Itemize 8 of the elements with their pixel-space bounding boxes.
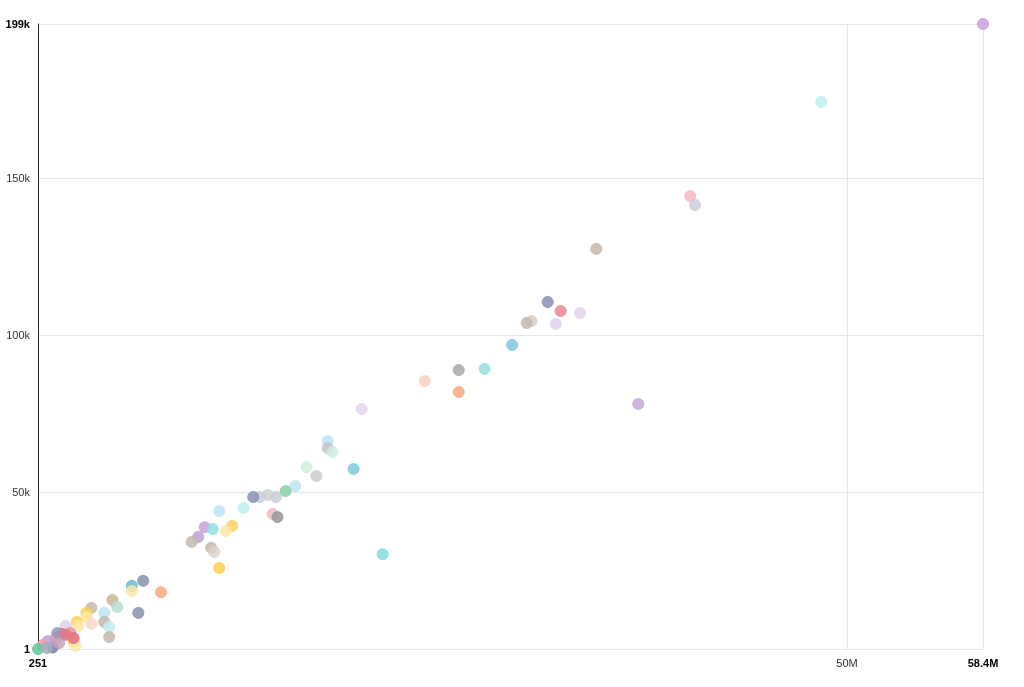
y-tick-label: 50k xyxy=(12,485,31,498)
y-tick-label: 1 xyxy=(23,643,30,655)
y-tick-label: 150k xyxy=(6,171,31,184)
x-tick-label: 58.4M xyxy=(967,656,999,669)
y-tick-label: 100k xyxy=(6,328,31,341)
y-tick-label: 199k xyxy=(5,18,31,30)
x-tick-label: 251 xyxy=(28,656,48,669)
x-tick-label: 50M xyxy=(836,656,858,669)
